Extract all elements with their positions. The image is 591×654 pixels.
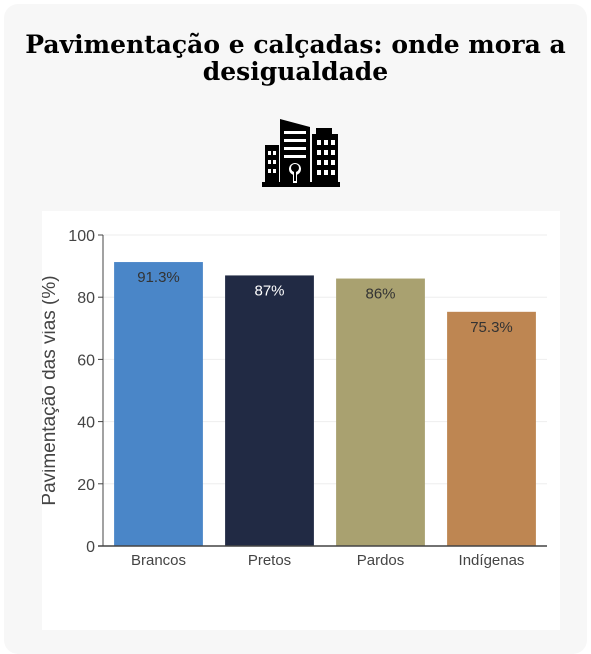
x-tick-label: Pardos xyxy=(357,552,405,569)
y-axis-title: Pavimentação das vias (%) xyxy=(42,275,60,505)
x-tick-label: Brancos xyxy=(131,552,186,569)
y-tick-label: 20 xyxy=(77,477,95,494)
bar-data-label: 87% xyxy=(254,282,284,299)
y-tick-label: 100 xyxy=(68,228,95,245)
bar-data-label: 75.3% xyxy=(470,319,513,336)
y-tick-label: 0 xyxy=(86,539,95,556)
chart-title: Pavimentação e calçadas: onde mora a des… xyxy=(25,30,566,86)
y-tick-label: 40 xyxy=(77,415,95,432)
bar-data-label: 91.3% xyxy=(137,269,180,286)
x-tick-label: Indígenas xyxy=(459,552,525,569)
x-tick-label: Pretos xyxy=(248,552,291,569)
bar xyxy=(114,262,203,546)
y-tick-label: 80 xyxy=(77,290,95,307)
chart-card: Pavimentação e calçadas: onde mora a des… xyxy=(4,4,587,654)
bar xyxy=(225,275,314,546)
bar-data-label: 86% xyxy=(365,286,395,303)
bar xyxy=(447,311,536,546)
y-tick-label: 60 xyxy=(77,352,95,369)
bar-chart: 0 20 40 60 80 100 91.3% Brancos 87% Pretos 86% Pard… xyxy=(42,228,547,569)
city-buildings-icon xyxy=(262,119,340,187)
bar xyxy=(336,278,425,546)
plot-area: 0 20 40 60 80 100 91.3% Brancos 87% Pretos 86% Pard… xyxy=(42,211,560,630)
